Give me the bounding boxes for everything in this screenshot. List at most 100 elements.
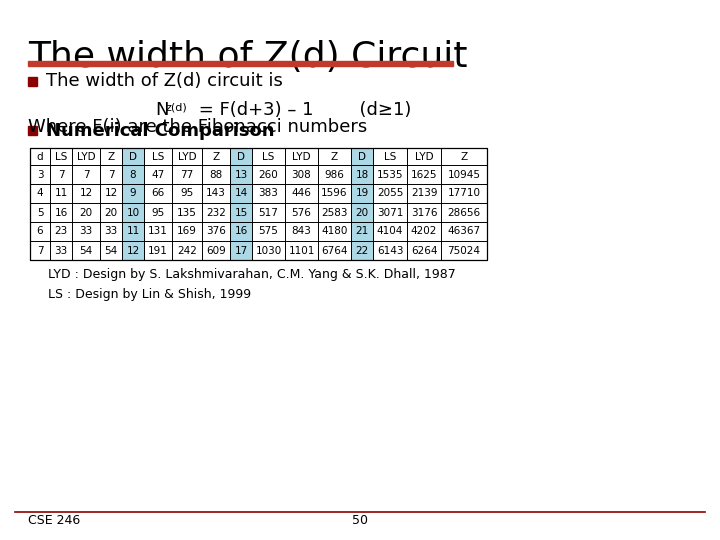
Text: 66: 66 [151, 188, 165, 199]
Text: 16: 16 [55, 207, 68, 218]
Text: Z: Z [460, 152, 467, 161]
Text: 1596: 1596 [321, 188, 348, 199]
Text: 54: 54 [104, 246, 117, 255]
Text: 2055: 2055 [377, 188, 403, 199]
Text: 3: 3 [37, 170, 43, 179]
Text: 23: 23 [55, 226, 68, 237]
Text: 16: 16 [235, 226, 248, 237]
Text: 9: 9 [130, 188, 136, 199]
Text: d: d [37, 152, 43, 161]
Bar [230, 241, 252, 260]
Bar [122, 222, 144, 241]
Text: LS: LS [55, 152, 67, 161]
Text: 10: 10 [127, 207, 140, 218]
Text: 446: 446 [292, 188, 312, 199]
Text: 1625: 1625 [410, 170, 437, 179]
Text: 232: 232 [206, 207, 226, 218]
Text: 21: 21 [356, 226, 369, 237]
Text: 10945: 10945 [448, 170, 480, 179]
Text: 575: 575 [258, 226, 279, 237]
Bar [351, 184, 373, 203]
Text: 88: 88 [210, 170, 222, 179]
Text: 4202: 4202 [411, 226, 437, 237]
Text: 46367: 46367 [447, 226, 480, 237]
Text: 1535: 1535 [377, 170, 403, 179]
Text: LS: LS [152, 152, 164, 161]
Text: 17: 17 [235, 246, 248, 255]
Text: LYD : Design by S. Lakshmivarahan, C.M. Yang & S.K. Dhall, 1987: LYD : Design by S. Lakshmivarahan, C.M. … [48, 268, 456, 281]
Bar [28, 61, 453, 66]
Text: 22: 22 [356, 246, 369, 255]
Bar [351, 222, 373, 241]
Text: 6264: 6264 [410, 246, 437, 255]
Text: 131: 131 [148, 226, 168, 237]
Text: 169: 169 [177, 226, 197, 237]
Text: 7: 7 [37, 246, 43, 255]
Text: 986: 986 [325, 170, 344, 179]
Text: 95: 95 [151, 207, 165, 218]
Text: 95: 95 [181, 188, 194, 199]
Text: LS : Design by Lin & Shish, 1999: LS : Design by Lin & Shish, 1999 [48, 288, 251, 301]
Text: 18: 18 [356, 170, 369, 179]
Text: LYD: LYD [415, 152, 433, 161]
Text: 4104: 4104 [377, 226, 403, 237]
Bar [351, 241, 373, 260]
Text: LYD: LYD [292, 152, 311, 161]
Text: 135: 135 [177, 207, 197, 218]
Text: 77: 77 [181, 170, 194, 179]
Text: Z: Z [331, 152, 338, 161]
Text: 5: 5 [37, 207, 43, 218]
Text: 19: 19 [356, 188, 369, 199]
Text: 517: 517 [258, 207, 279, 218]
Text: 7: 7 [108, 170, 114, 179]
Text: Z: Z [107, 152, 114, 161]
Text: Numerical Comparison: Numerical Comparison [46, 122, 274, 139]
Text: 8: 8 [130, 170, 136, 179]
Text: D: D [129, 152, 137, 161]
Text: 20: 20 [356, 207, 369, 218]
Text: 3176: 3176 [410, 207, 437, 218]
Text: 13: 13 [235, 170, 248, 179]
Text: 33: 33 [104, 226, 117, 237]
Text: 75024: 75024 [448, 246, 480, 255]
Text: 308: 308 [292, 170, 311, 179]
Text: 242: 242 [177, 246, 197, 255]
Text: 609: 609 [206, 246, 226, 255]
Text: D: D [358, 152, 366, 161]
Bar [122, 184, 144, 203]
Text: z(d): z(d) [165, 102, 186, 112]
Text: 7: 7 [58, 170, 64, 179]
Text: 6: 6 [37, 226, 43, 237]
Text: 7: 7 [83, 170, 89, 179]
Bar [30, 148, 487, 260]
Text: 3071: 3071 [377, 207, 403, 218]
Text: 33: 33 [55, 246, 68, 255]
Bar [351, 148, 373, 165]
Text: 11: 11 [127, 226, 140, 237]
Text: 260: 260 [258, 170, 279, 179]
Text: LYD: LYD [77, 152, 95, 161]
Text: 383: 383 [258, 188, 279, 199]
Text: 12: 12 [104, 188, 117, 199]
Text: LYD: LYD [178, 152, 197, 161]
Text: N: N [155, 101, 168, 119]
Text: = F(d+3) – 1        (d≥1): = F(d+3) – 1 (d≥1) [193, 101, 411, 119]
Bar [230, 165, 252, 184]
Bar [122, 241, 144, 260]
Text: 20: 20 [79, 207, 93, 218]
Text: 4: 4 [37, 188, 43, 199]
Bar [230, 148, 252, 165]
Text: The width of Z(d) circuit is: The width of Z(d) circuit is [46, 72, 283, 91]
Text: 376: 376 [206, 226, 226, 237]
Text: 143: 143 [206, 188, 226, 199]
Bar [28, 77, 37, 86]
Text: 14: 14 [235, 188, 248, 199]
Text: 12: 12 [79, 188, 93, 199]
Text: 47: 47 [151, 170, 165, 179]
Bar [351, 203, 373, 222]
Text: 1101: 1101 [288, 246, 315, 255]
Text: 50: 50 [352, 514, 368, 526]
Bar [230, 203, 252, 222]
Bar [122, 165, 144, 184]
Bar [28, 126, 37, 135]
